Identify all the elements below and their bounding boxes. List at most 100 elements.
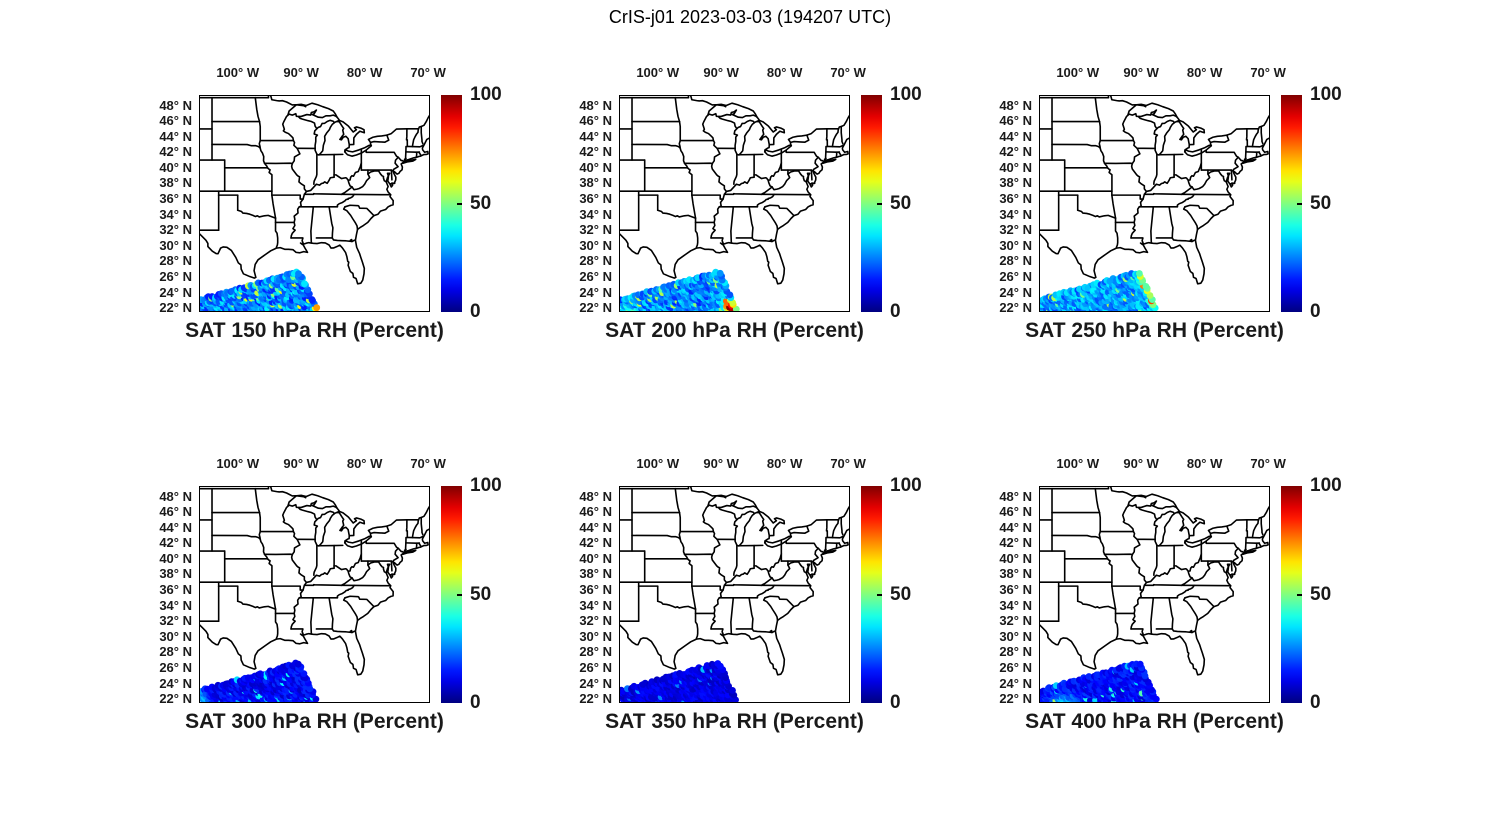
lat-tick-label: 28° N [999,253,1032,269]
us-map-400hpa [1039,486,1270,703]
colorbar [1281,486,1302,703]
axes-frame [199,95,430,312]
lon-tick-label: 90° W [283,456,319,471]
lat-tick-label: 24° N [579,284,612,300]
lat-tick-label: 38° N [579,175,612,191]
lat-tick-label: 40° N [159,550,192,566]
us-map-350hpa [619,486,850,703]
state-boundaries [619,95,850,285]
colorbar-tick-label-0: 0 [470,692,481,713]
lat-tick-label: 48° N [579,97,612,113]
colorbar-tick-label-0: 0 [470,301,481,322]
lon-tick-label: 100° W [636,456,680,471]
lat-tick-label: 30° N [999,628,1032,644]
lat-tick-label: 42° N [999,535,1032,551]
lat-tick-label: 26° N [999,659,1032,675]
lat-tick-label: 38° N [999,566,1032,582]
lat-tick-label: 34° N [579,206,612,222]
colorbar-tick-label-100: 100 [1310,84,1342,105]
panel-sat-300hpa: 100° W 90° W 80° W 70° W 48° N 46° N 44° N 42° … [135,442,517,744]
lat-tick-label: 26° N [579,659,612,675]
lon-tick-label: 80° W [1186,456,1223,471]
lat-tick-label: 36° N [159,582,192,598]
lat-tick-label: 40° N [579,550,612,566]
colorbar-tick-label-50: 50 [1310,192,1332,214]
colorbar-mid-tick [457,202,462,205]
panel-sat-150hpa: 100° W 90° W 80° W 70° W 48° N 46° N 44° N 42° … [135,51,517,353]
rh-scatter [619,660,739,703]
lat-tick-label: 34° N [999,597,1032,613]
lat-tick-label: 46° N [579,113,612,129]
lat-tick-label: 34° N [159,206,192,222]
lon-tick-label: 90° W [703,65,739,80]
colorbar [441,95,462,312]
lat-tick-label: 40° N [999,159,1032,175]
axes-frame [1039,486,1270,703]
lat-tick-label: 32° N [159,613,192,629]
lat-tick-label: 44° N [999,519,1032,535]
lat-tick-label: 24° N [159,675,192,691]
state-boundaries [619,486,850,676]
lat-tick-label: 44° N [999,128,1032,144]
axes-frame [199,486,430,703]
state-boundaries [199,486,430,676]
lat-tick-label: 42° N [579,535,612,551]
lon-tick-label: 70° W [830,456,866,471]
state-boundaries [1039,95,1270,285]
colorbar-tick-label-50: 50 [890,583,912,605]
colorbar-mid-tick [457,593,462,596]
lon-tick-label: 100° W [216,456,260,471]
us-map-250hpa [1039,95,1270,312]
lat-tick-label: 30° N [579,237,612,253]
lat-tick-label: 38° N [579,566,612,582]
rh-scatter [619,268,740,312]
lat-tick-label: 36° N [579,582,612,598]
lat-tick-label: 46° N [159,113,192,129]
lat-tick-label: 40° N [999,550,1032,566]
lat-tick-label: 26° N [159,268,192,284]
panel-title: SAT 150 hPa RH (Percent) [185,319,444,342]
lat-tick-label: 36° N [159,191,192,207]
colorbar-tick-label-0: 0 [890,301,901,322]
lon-tick-label: 100° W [636,65,680,80]
colorbar-mid-tick [1297,593,1302,596]
panel-title: SAT 250 hPa RH (Percent) [1025,319,1284,342]
lat-tick-label: 44° N [579,128,612,144]
lat-tick-label: 36° N [579,191,612,207]
colorbar-tick-label-100: 100 [470,84,502,105]
lon-tick-label: 70° W [1250,456,1286,471]
rh-scatter [1039,270,1159,312]
state-boundaries [199,95,430,285]
colorbar [441,486,462,703]
figure-title: CrIS-j01 2023-03-03 (194207 UTC) [608,7,892,27]
lat-tick-label: 34° N [159,597,192,613]
colorbar [861,486,882,703]
lat-tick-label: 48° N [999,97,1032,113]
lat-tick-label: 48° N [159,488,192,504]
colorbar-tick-label-50: 50 [890,192,912,214]
lat-tick-label: 30° N [999,237,1032,253]
lat-tick-label: 46° N [579,504,612,520]
lat-tick-label: 38° N [159,175,192,191]
lon-tick-label: 100° W [1056,65,1100,80]
lat-tick-label: 44° N [159,519,192,535]
lat-tick-label: 22° N [579,691,612,707]
colorbar-tick-label-100: 100 [470,475,502,496]
colorbar-tick-label-100: 100 [890,84,922,105]
lat-tick-label: 24° N [999,284,1032,300]
lat-tick-label: 46° N [999,504,1032,520]
colorbar-tick-label-50: 50 [470,583,492,605]
panel-sat-350hpa: 100° W 90° W 80° W 70° W 48° N 46° N 44° N 42° … [555,442,937,744]
lat-tick-label: 28° N [159,644,192,660]
lon-tick-label: 90° W [1123,65,1159,80]
lat-tick-label: 36° N [999,582,1032,598]
lat-tick-label: 24° N [999,675,1032,691]
lon-tick-label: 70° W [1250,65,1286,80]
state-boundaries [1039,486,1270,676]
lat-tick-label: 28° N [579,253,612,269]
panel-sat-250hpa: 100° W 90° W 80° W 70° W 48° N 46° N 44° N 42° … [975,51,1357,353]
panel-title: SAT 300 hPa RH (Percent) [185,710,444,733]
colorbar-mid-tick [877,202,882,205]
lat-tick-label: 46° N [159,504,192,520]
